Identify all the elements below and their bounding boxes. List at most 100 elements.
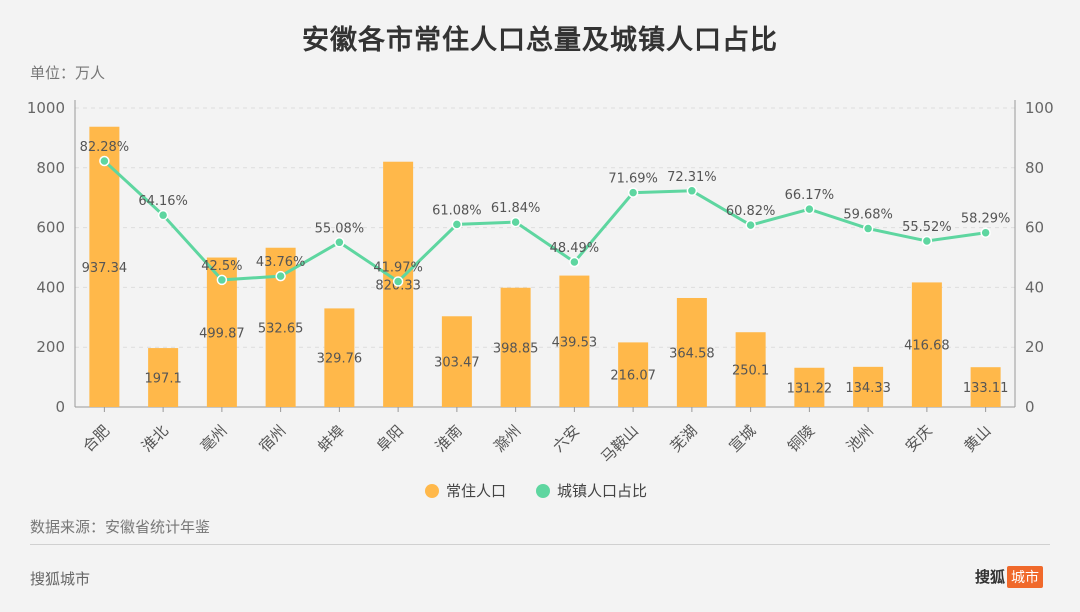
line-value-label: 61.84% <box>491 201 541 216</box>
y-right-tick-label: 60 <box>1025 219 1044 237</box>
line-value-label: 41.97% <box>373 261 423 276</box>
line-value-label: 55.08% <box>315 221 365 236</box>
bar-value-label: 197.1 <box>145 372 182 387</box>
y-left-tick-label: 200 <box>36 338 65 356</box>
line-value-label: 72.31% <box>667 170 717 185</box>
bar-value-label: 532.65 <box>258 321 304 336</box>
unit-label: 单位：万人 <box>30 64 106 82</box>
line-point <box>451 219 463 230</box>
y-right-tick-label: 40 <box>1025 278 1044 296</box>
x-tick-label: 马鞍山 <box>597 422 642 467</box>
bar-value-label: 937.34 <box>82 261 128 276</box>
bar <box>970 367 1001 407</box>
legend-swatch-line <box>536 484 550 498</box>
line-value-label: 82.28% <box>80 140 130 155</box>
bar <box>559 275 590 407</box>
bar-value-label: 398.85 <box>493 341 539 356</box>
x-tick-label: 宿州 <box>256 422 290 456</box>
line-value-label: 55.52% <box>902 220 952 235</box>
bar-value-label: 416.68 <box>904 339 950 354</box>
line-value-label: 58.29% <box>961 212 1011 227</box>
x-tick-label: 合肥 <box>79 422 113 456</box>
line-point <box>334 237 345 248</box>
source-label: 数据来源：安徽省统计年鉴 <box>30 518 211 536</box>
x-tick-label: 安庆 <box>902 422 936 456</box>
bar <box>441 316 472 407</box>
line-value-label: 48.49% <box>550 241 600 256</box>
line-point <box>392 276 404 287</box>
bar-value-label: 131.22 <box>787 381 833 396</box>
x-tick-label: 淮北 <box>138 422 172 456</box>
line-value-label: 59.68% <box>843 208 893 223</box>
bar-value-label: 216.07 <box>610 369 656 384</box>
footer-brand-left: 搜狐城市 <box>30 570 91 588</box>
footer-divider <box>30 544 1050 545</box>
x-tick-label: 芜湖 <box>667 422 701 456</box>
line-series <box>103 159 986 284</box>
bar-value-label: 439.53 <box>552 335 598 350</box>
bar <box>676 297 707 407</box>
line-point <box>804 203 815 215</box>
x-tick-label: 滁州 <box>491 422 525 456</box>
x-tick-label: 六安 <box>549 422 583 456</box>
y-right-tick-label: 0 <box>1025 398 1035 416</box>
x-tick-label: 铜陵 <box>784 422 818 456</box>
x-tick-label: 池州 <box>843 422 877 456</box>
line-point <box>627 187 639 198</box>
line-value-label: 60.82% <box>726 204 776 219</box>
bar <box>618 342 649 407</box>
line-point <box>921 235 933 247</box>
x-tick-label: 阜阳 <box>373 422 407 456</box>
line-value-label: 43.76% <box>256 255 306 270</box>
bar-value-label: 329.76 <box>317 352 363 367</box>
line-value-label: 66.17% <box>785 188 835 203</box>
line-point <box>157 209 169 221</box>
bar-value-label: 250.1 <box>732 364 769 379</box>
chart-title: 安徽各市常住人口总量及城镇人口占比 <box>302 25 778 56</box>
bar <box>324 308 355 407</box>
line-point <box>216 274 228 286</box>
y-left-tick-label: 400 <box>36 278 65 296</box>
legend-label-line: 城镇人口占比 <box>557 482 647 500</box>
footer-brand-tag: 城市 <box>1007 566 1044 588</box>
bar-value-label: 303.47 <box>434 356 480 371</box>
y-left-tick-label: 1000 <box>27 99 65 117</box>
y-left-tick-label: 800 <box>36 159 65 177</box>
line-point <box>510 216 521 228</box>
line-point <box>686 185 698 197</box>
bar <box>89 126 120 407</box>
line-point <box>99 155 110 167</box>
x-tick-label: 宣城 <box>726 422 760 456</box>
bar-value-label: 134.33 <box>845 381 891 396</box>
legend-swatch-bar <box>425 484 439 498</box>
bar <box>735 332 766 407</box>
bar <box>853 366 884 407</box>
y-right-tick-label: 20 <box>1025 338 1044 356</box>
bar-value-label: 499.87 <box>199 326 245 341</box>
line-value-label: 64.16% <box>138 194 188 209</box>
line-point <box>980 227 991 238</box>
y-right-tick-label: 80 <box>1025 159 1044 177</box>
bar <box>148 348 179 407</box>
bar <box>794 367 825 407</box>
y-right-tick-label: 100 <box>1025 99 1054 117</box>
line-point <box>275 270 286 282</box>
line-value-label: 71.69% <box>608 172 658 187</box>
bar-value-label: 133.11 <box>963 381 1009 396</box>
line-value-label: 61.08% <box>432 203 482 218</box>
line-value-label: 42.5% <box>201 259 242 274</box>
footer-brand-logo: 搜狐 城市 <box>975 566 1044 588</box>
footer-brand-name: 搜狐 <box>975 568 1006 586</box>
x-tick-label: 亳州 <box>197 422 231 456</box>
x-tick-label: 淮南 <box>432 422 466 456</box>
y-left-tick-label: 0 <box>55 398 65 416</box>
x-tick-label: 蚌埠 <box>314 422 348 456</box>
line-point <box>862 223 874 234</box>
x-tick-label: 黄山 <box>961 422 995 456</box>
bar-value-label: 364.58 <box>669 346 715 361</box>
line-point <box>745 219 756 231</box>
line-point <box>569 256 580 268</box>
legend-label-bar: 常住人口 <box>446 482 506 500</box>
bar <box>911 282 942 407</box>
